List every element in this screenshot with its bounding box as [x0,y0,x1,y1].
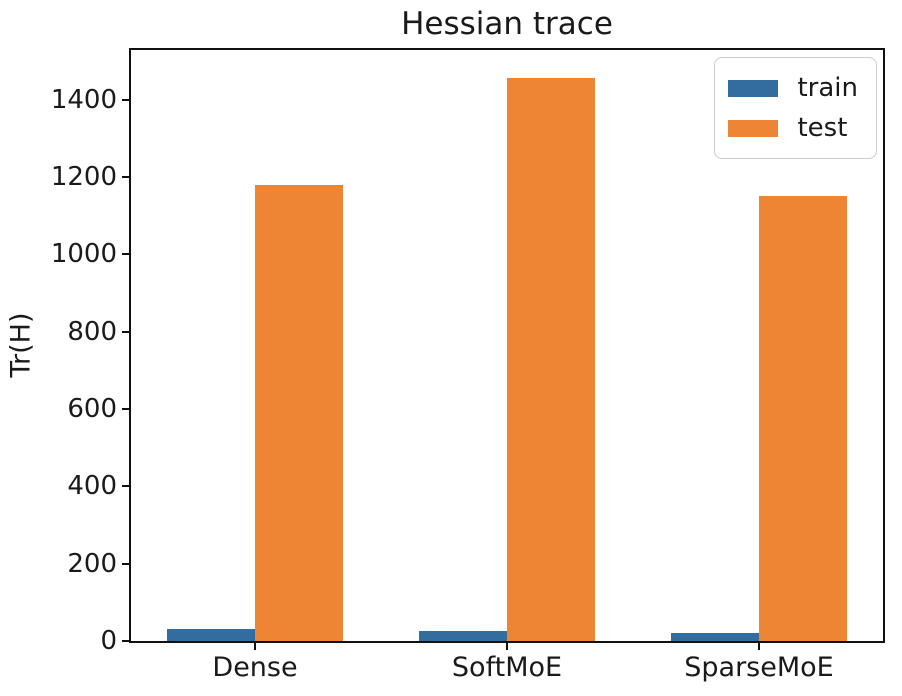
y-tick-label: 400 [67,471,117,502]
y-tick-label: 1200 [50,161,117,192]
y-tick-mark [122,253,129,256]
x-tick-label-softmoe: SoftMoE [451,652,563,683]
legend-label-test: test [797,113,848,143]
y-tick-mark [122,175,129,178]
y-tick-label: 800 [67,316,117,347]
bar-train-softmoe [419,631,507,641]
bar-test-softmoe [507,78,595,641]
bar-test-sparsemoe [759,196,847,641]
y-tick-label: 1000 [50,239,117,270]
legend-row-train: train [728,68,858,108]
y-tick-label: 0 [100,626,117,656]
chart-title: Hessian trace [401,6,613,42]
bar-test-dense [255,184,343,641]
y-tick-mark [122,485,129,488]
y-tick-label: 200 [67,548,117,579]
y-tick-mark [122,98,129,101]
y-tick-label: 1400 [50,84,117,115]
x-tick-mark [254,643,256,650]
legend-swatch-test [728,119,779,137]
x-tick-label-dense: Dense [212,652,298,683]
y-tick-mark [122,330,129,333]
bar-train-dense [167,629,255,641]
legend-label-train: train [797,73,858,103]
y-tick-mark [122,640,129,642]
x-tick-label-sparsemoe: SparseMoE [684,652,834,683]
y-tick-label: 600 [67,393,117,424]
x-tick-mark [758,643,760,650]
bar-train-sparsemoe [671,633,759,641]
legend-row-test: test [728,108,858,148]
legend-swatch-train [728,79,779,97]
plot-area: train test [122,48,885,650]
x-tick-mark [506,643,508,650]
legend: train test [714,57,877,159]
y-tick-mark [122,407,129,410]
y-tick-mark [122,562,129,565]
